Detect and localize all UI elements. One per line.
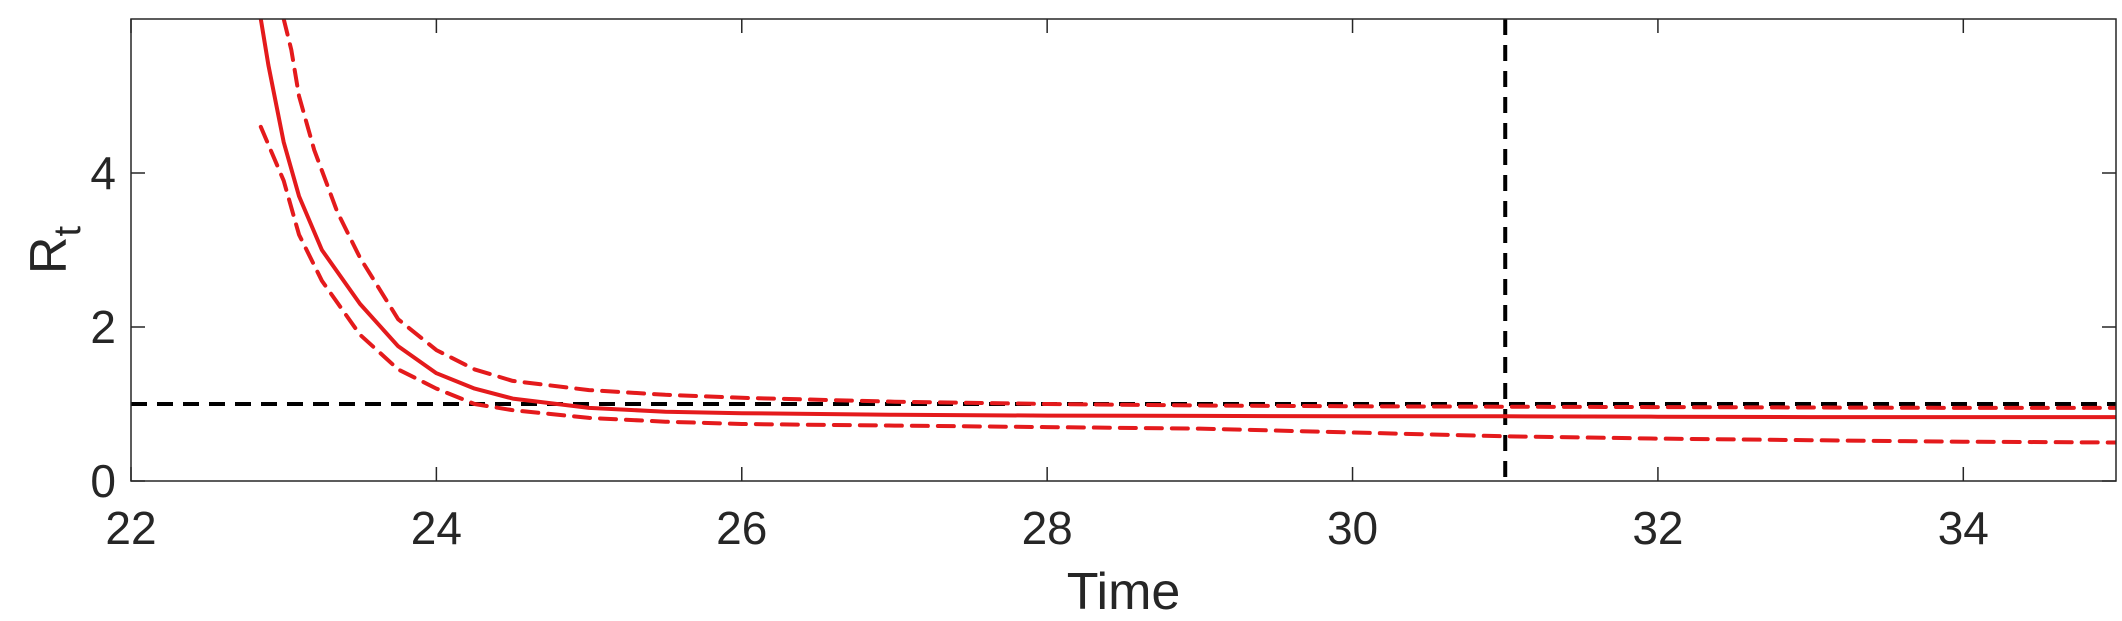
plot-frame xyxy=(130,18,2117,482)
x-tick-label: 28 xyxy=(1022,502,1073,554)
x-tick-label: 26 xyxy=(716,502,767,554)
series-line-estimate xyxy=(258,19,2116,420)
x-tick-label: 30 xyxy=(1327,502,1378,554)
series-line-bound-2 xyxy=(258,124,2116,445)
y-axis-label-subscript: t xyxy=(47,226,89,237)
y-tick-label: 4 xyxy=(90,147,116,199)
x-tick-label: 34 xyxy=(1938,502,1989,554)
y-tick-label: 0 xyxy=(90,455,116,507)
x-tick-label: 32 xyxy=(1632,502,1683,554)
plot-background xyxy=(131,19,2116,481)
y-axis-label: Rt xyxy=(20,226,89,275)
y-tick-label: 2 xyxy=(90,301,116,353)
x-tick-label: 22 xyxy=(105,502,156,554)
series-line-bound-1 xyxy=(281,19,2116,410)
y-axis-label-main: R xyxy=(20,237,78,275)
svg-text:Rt: Rt xyxy=(20,226,89,275)
x-tick-label: 24 xyxy=(411,502,462,554)
x-axis-label: Time xyxy=(1067,563,1181,621)
lines-layer xyxy=(131,19,2116,481)
